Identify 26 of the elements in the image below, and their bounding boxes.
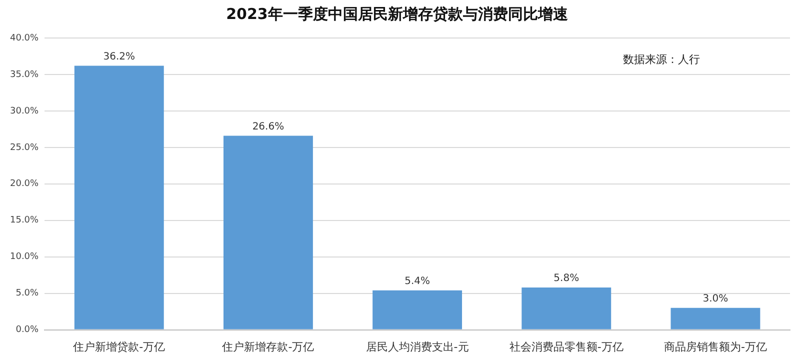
y-tick-label: 20.0% — [10, 179, 40, 190]
chart-title: 2023年一季度中国居民新增存贷款与消费同比增速 — [226, 4, 569, 23]
annotation: 数据来源：人行 — [623, 52, 700, 67]
bar — [670, 308, 760, 330]
x-tick-label: 商品房销售额为-万亿 — [664, 340, 767, 354]
data-label: 5.4% — [404, 276, 430, 287]
x-tick-label: 住户新增存款-万亿 — [222, 340, 314, 354]
x-tick-label: 居民人均消费支出-元 — [366, 340, 469, 354]
data-label: 3.0% — [702, 294, 728, 305]
y-tick-label: 10.0% — [10, 252, 40, 262]
y-tick-label: 35.0% — [10, 70, 40, 80]
data-label: 5.8% — [554, 273, 580, 284]
x-tick-label: 社会消费品零售额-万亿 — [509, 340, 624, 354]
bar — [522, 287, 612, 330]
y-tick-label: 0.0% — [16, 325, 40, 336]
bar — [372, 290, 462, 330]
data-label: 26.6% — [252, 121, 284, 132]
y-tick-label: 5.0% — [16, 288, 40, 299]
data-label: 36.2% — [103, 51, 136, 62]
y-tick-label: 30.0% — [10, 106, 40, 116]
bar — [74, 66, 164, 330]
y-tick-label: 40.0% — [10, 33, 40, 44]
y-tick-label: 15.0% — [10, 216, 40, 226]
x-tick-label: 住户新增贷款-万亿 — [73, 340, 166, 354]
y-tick-label: 25.0% — [10, 142, 40, 153]
bar — [223, 136, 313, 330]
